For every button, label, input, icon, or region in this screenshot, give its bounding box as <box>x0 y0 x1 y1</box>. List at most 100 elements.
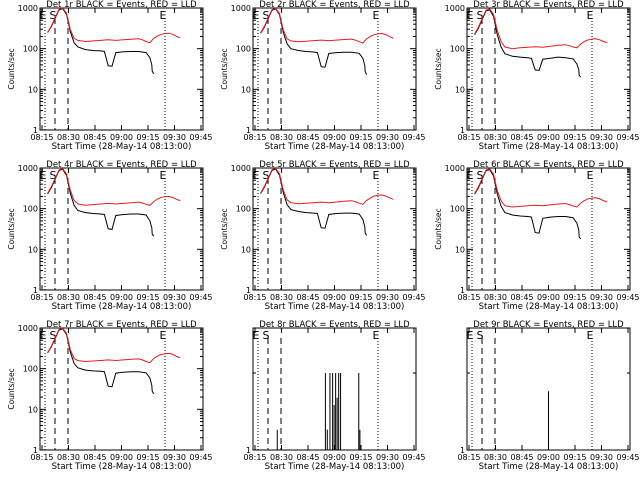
x-tick-label: 09:00 <box>110 293 133 302</box>
marker-label-S: S <box>50 169 57 182</box>
x-tick-label: 09:15 <box>349 133 372 142</box>
y-tick-label: 100 <box>450 205 465 214</box>
x-axis-label: Start Time (28-May-14 08:13:00) <box>479 462 619 472</box>
y-tick-label: 1000 <box>231 4 251 13</box>
marker-label-E: E <box>587 329 594 342</box>
chart-title: Det 7r BLACK = Events, RED = LLD <box>46 320 197 330</box>
y-tick-label: 100 <box>236 205 251 214</box>
y-axis-label: Counts/sec <box>434 48 443 89</box>
x-tick-label: 09:00 <box>110 453 133 462</box>
x-tick-label: 09:00 <box>110 133 133 142</box>
plot-frame <box>466 167 631 291</box>
x-tick-label: 09:45 <box>616 293 639 302</box>
y-tick-label: 1000 <box>18 164 38 173</box>
chart-title: Det 8r BLACK = Events, RED = LLD <box>259 320 410 330</box>
y-tick-label: 100 <box>23 45 38 54</box>
marker-label-S: S <box>263 9 270 22</box>
x-tick-label: 09:15 <box>136 293 159 302</box>
marker-label-E: E <box>40 9 47 22</box>
x-tick-label: 09:00 <box>537 133 560 142</box>
x-tick-label: 08:45 <box>510 133 533 142</box>
plot-frame <box>39 327 204 451</box>
x-axis-label: Start Time (28-May-14 08:13:00) <box>479 302 619 312</box>
marker-label-E: E <box>40 329 47 342</box>
x-tick-label: 09:45 <box>189 453 212 462</box>
marker-label-S: S <box>263 169 270 182</box>
y-axis-label: Counts/sec <box>7 368 16 409</box>
y-tick-label: 1 <box>246 126 251 135</box>
x-tick-label: 08:15 <box>457 453 480 462</box>
x-tick-label: 08:15 <box>243 453 266 462</box>
series-line-lld <box>474 8 608 50</box>
marker-label-E: E <box>253 9 260 22</box>
y-tick-label: 1000 <box>445 4 465 13</box>
chart-title: Det 5r BLACK = Events, RED = LLD <box>259 160 410 170</box>
chart-title: Det 1r BLACK = Events, RED = LLD <box>46 0 197 10</box>
x-tick-label: 09:15 <box>136 133 159 142</box>
y-tick-label: 100 <box>450 45 465 54</box>
y-tick-label: 10 <box>28 85 38 94</box>
marker-label-E: E <box>587 9 594 22</box>
x-tick-label: 08:45 <box>296 293 319 302</box>
x-tick-label: 08:30 <box>484 133 507 142</box>
y-tick-label: 10 <box>28 405 38 414</box>
y-tick-label: 1 <box>460 286 465 295</box>
marker-label-E: E <box>160 329 167 342</box>
series-line-lld <box>47 168 181 206</box>
marker-label-E: E <box>373 169 380 182</box>
marker-label-E: E <box>160 169 167 182</box>
y-axis-label: Counts/sec <box>7 48 16 89</box>
series-line-events <box>474 9 582 78</box>
marker-label-S: S <box>50 9 57 22</box>
x-tick-label: 08:45 <box>510 293 533 302</box>
x-tick-label: 09:45 <box>402 453 425 462</box>
y-tick-label: 10 <box>28 245 38 254</box>
y-axis-label: Counts/sec <box>7 208 16 249</box>
y-tick-label: 1 <box>246 286 251 295</box>
x-tick-label: 08:15 <box>457 293 480 302</box>
x-tick-label: 09:45 <box>402 293 425 302</box>
x-tick-label: 08:45 <box>83 453 106 462</box>
y-tick-label: 10 <box>241 85 251 94</box>
chart-panel-2: Det 2r BLACK = Events, RED = LLD 08:15 08:… <box>220 0 426 152</box>
marker-label-E: E <box>587 169 594 182</box>
x-axis-label: Start Time (28-May-14 08:13:00) <box>265 302 405 312</box>
x-tick-label: 08:30 <box>57 133 80 142</box>
marker-label-E: E <box>373 329 380 342</box>
x-tick-label: 09:30 <box>590 133 613 142</box>
series-line-lld <box>47 7 181 44</box>
marker-label-E: E <box>253 329 260 342</box>
x-axis-label: Start Time (28-May-14 08:13:00) <box>52 142 192 152</box>
x-tick-label: 09:30 <box>163 293 186 302</box>
y-tick-label: 100 <box>23 365 38 374</box>
chart-panel-6: Det 6r BLACK = Events, RED = LLD 08:15 08:… <box>434 160 640 312</box>
y-tick-label: 1 <box>460 446 465 455</box>
x-tick-label: 08:45 <box>296 453 319 462</box>
x-axis-label: Start Time (28-May-14 08:13:00) <box>265 462 405 472</box>
x-tick-label: 09:30 <box>163 133 186 142</box>
x-tick-label: 09:00 <box>537 453 560 462</box>
plot-frame <box>252 7 417 131</box>
marker-label-S: S <box>477 329 484 342</box>
x-tick-label: 09:30 <box>376 133 399 142</box>
x-tick-label: 08:15 <box>30 133 53 142</box>
x-tick-label: 09:15 <box>563 293 586 302</box>
chart-panel-4: Det 4r BLACK = Events, RED = LLD 08:15 08:… <box>7 160 213 312</box>
series-line-events <box>474 169 582 240</box>
series-line-events <box>260 168 368 236</box>
y-tick-label: 1 <box>33 446 38 455</box>
x-tick-label: 08:30 <box>270 133 293 142</box>
y-tick-label: 100 <box>236 45 251 54</box>
marker-label-S: S <box>477 9 484 22</box>
x-tick-label: 09:45 <box>402 133 425 142</box>
x-axis-label: Start Time (28-May-14 08:13:00) <box>52 462 192 472</box>
series-line-events <box>260 8 368 75</box>
x-tick-label: 09:15 <box>563 133 586 142</box>
series-line-events <box>47 168 155 237</box>
x-tick-label: 09:15 <box>349 453 372 462</box>
marker-label-E: E <box>467 169 474 182</box>
marker-label-E: E <box>467 9 474 22</box>
chart-panel-1: Det 1r BLACK = Events, RED = LLD 08:15 08:… <box>7 0 213 152</box>
x-tick-label: 09:15 <box>349 293 372 302</box>
